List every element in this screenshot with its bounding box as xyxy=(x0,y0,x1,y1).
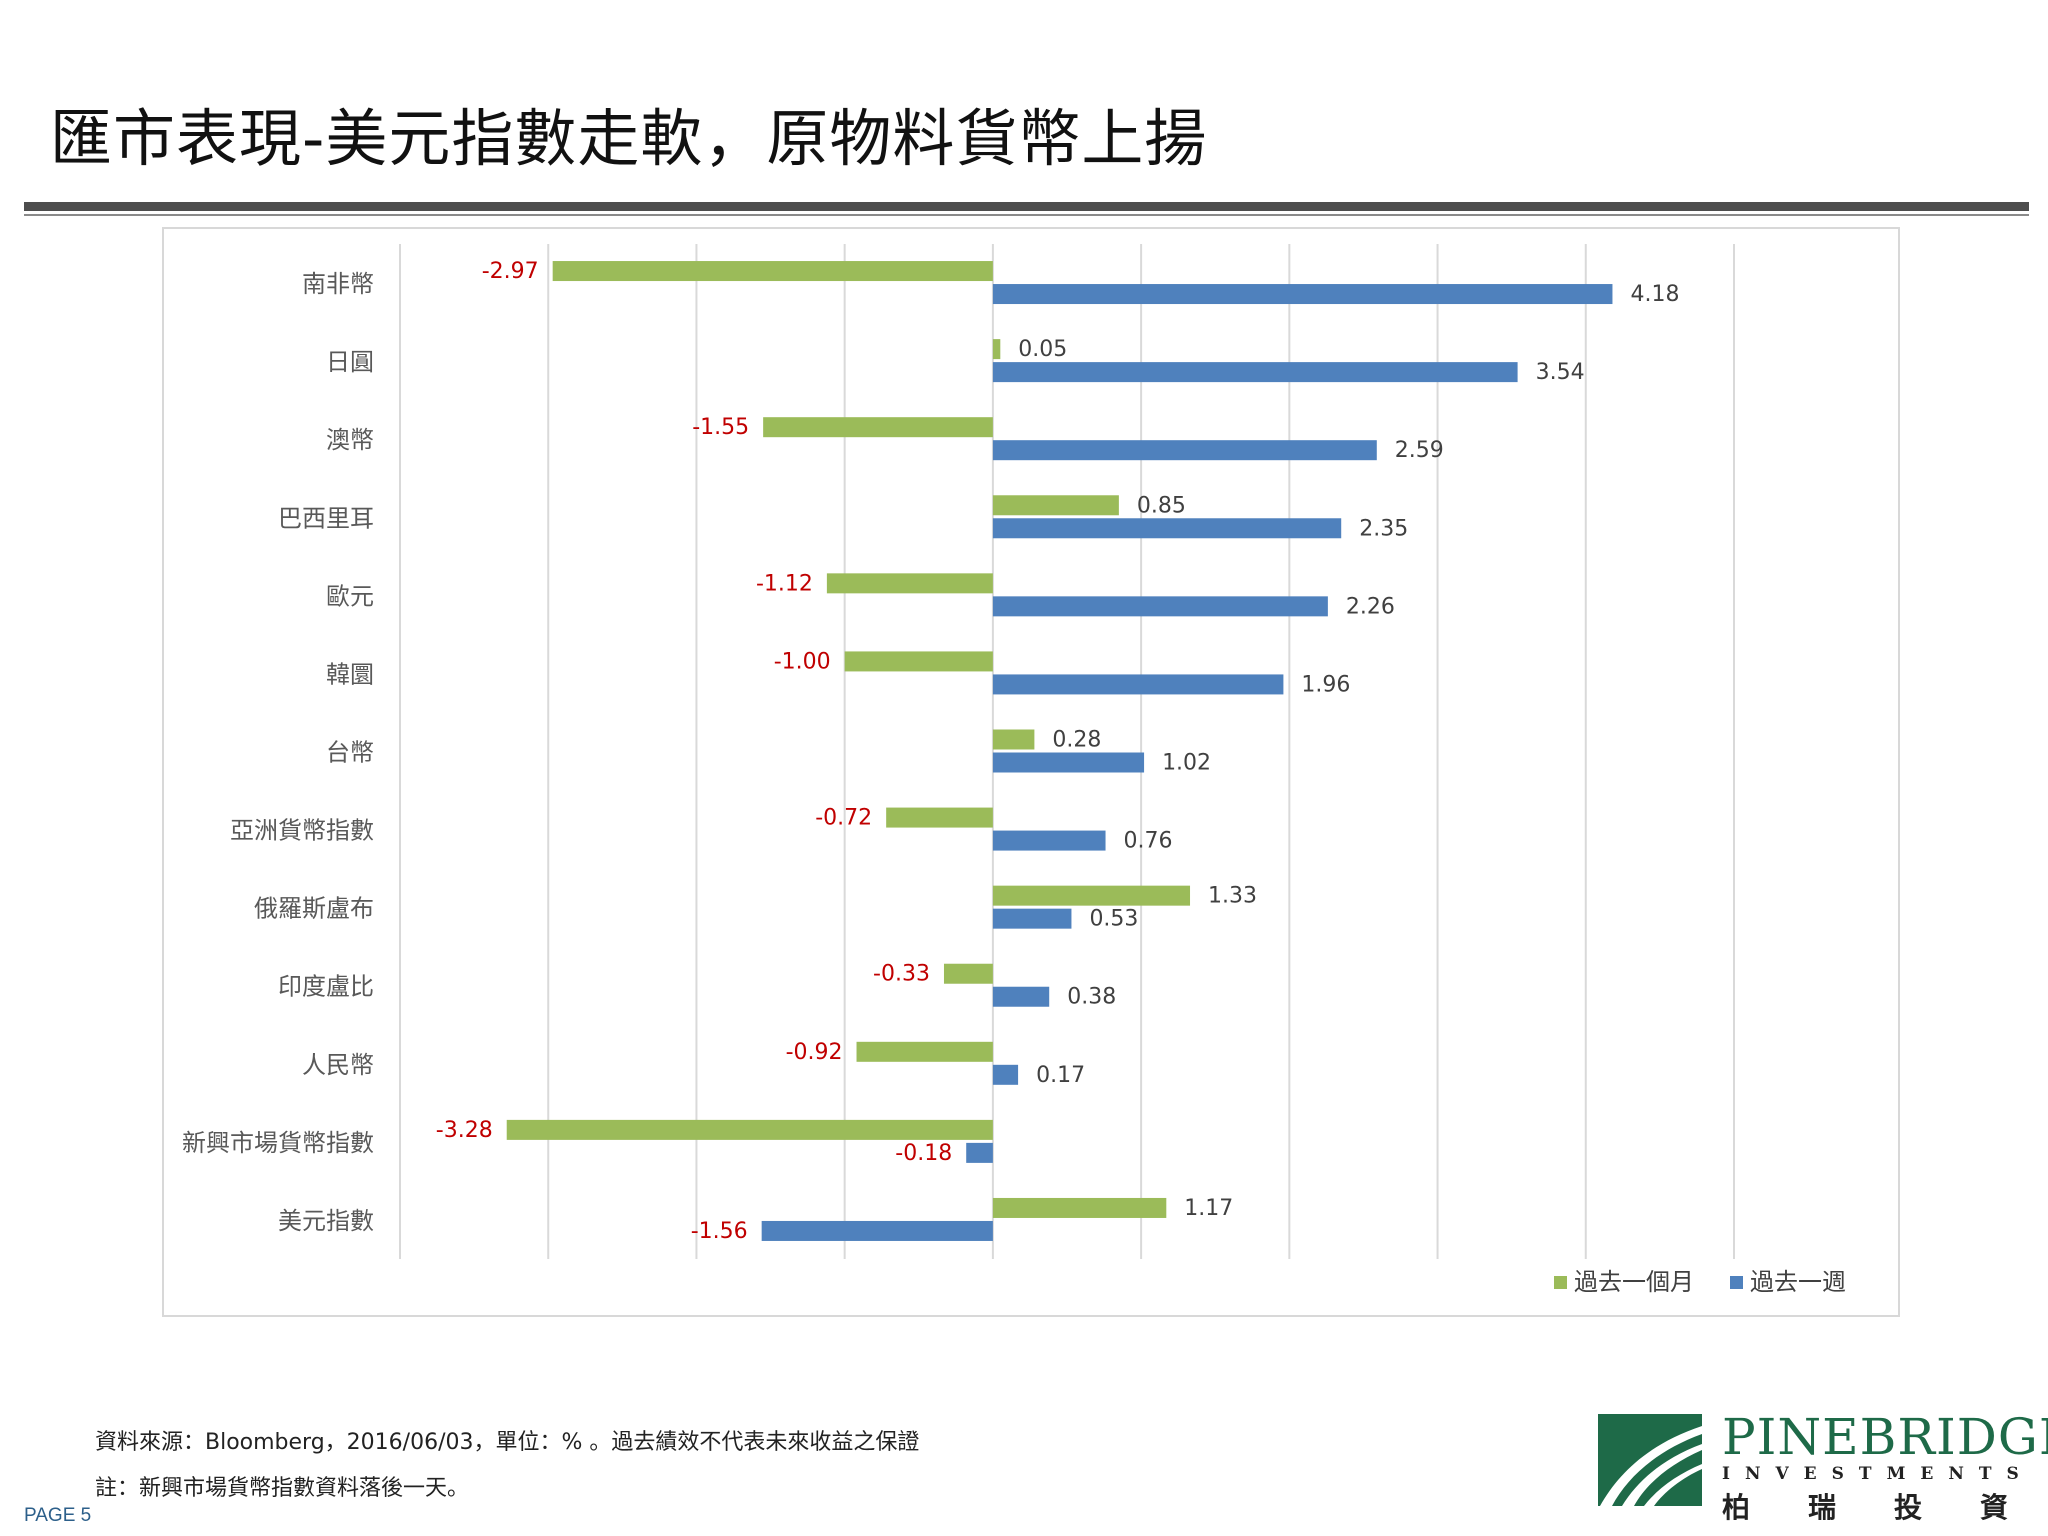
legend-label-month: 過去一個月 xyxy=(1574,1268,1694,1296)
data-label: -1.12 xyxy=(756,571,813,596)
logo-chinese-name: 柏瑞投資 xyxy=(1722,1491,2048,1524)
bar-week xyxy=(992,986,1050,1007)
data-label: -2.97 xyxy=(482,259,539,284)
data-label: 1.96 xyxy=(1301,672,1350,697)
chart-frame: 南非幣 -2.97 4.18 日圓 0.05 3.54 澳幣 -1.55 2.59 巴西里耳 0.8… xyxy=(162,227,1900,1317)
category-label: 新興市場貨幣指數 xyxy=(182,1129,374,1157)
category-label: 印度盧比 xyxy=(278,973,374,1001)
bar-month xyxy=(992,339,1001,360)
category-label: 日圓 xyxy=(326,348,374,376)
category-label: 韓圜 xyxy=(326,660,374,688)
bar-week xyxy=(992,362,1518,383)
data-label: 1.33 xyxy=(1208,884,1257,909)
data-label: 1.02 xyxy=(1162,751,1211,776)
bar-month xyxy=(992,495,1119,516)
pinebridge-logo-icon xyxy=(1598,1414,1702,1506)
title-divider-thin xyxy=(24,214,2029,216)
bar-month xyxy=(992,729,1035,750)
legend-label-week: 過去一週 xyxy=(1750,1268,1846,1296)
category-label: 俄羅斯盧布 xyxy=(254,895,374,923)
logo-subtitle: INVESTMENTS xyxy=(1722,1464,2034,1484)
data-label: 0.85 xyxy=(1137,493,1186,518)
bar-week xyxy=(761,1220,993,1241)
bar-week xyxy=(992,1064,1019,1085)
data-label: -0.18 xyxy=(895,1141,952,1166)
data-label: 0.76 xyxy=(1124,829,1173,854)
data-label: 0.05 xyxy=(1018,337,1067,362)
data-label: 0.17 xyxy=(1036,1063,1085,1088)
data-label: 2.26 xyxy=(1346,594,1395,619)
data-label: 1.17 xyxy=(1184,1196,1233,1221)
data-label: 2.59 xyxy=(1395,438,1444,463)
legend-swatch-week xyxy=(1730,1276,1743,1289)
category-label: 巴西里耳 xyxy=(278,504,374,532)
bar-week xyxy=(992,596,1328,617)
bar-month xyxy=(886,807,993,828)
company-logo: PINEBRIDGE INVESTMENTS 柏瑞投資 xyxy=(1598,1408,2048,1524)
bar-month xyxy=(992,885,1191,906)
bar-month xyxy=(763,417,993,438)
page-number: PAGE 5 xyxy=(24,1505,92,1526)
data-label: -1.00 xyxy=(774,649,831,674)
data-label: -0.72 xyxy=(815,806,872,831)
bar-week xyxy=(992,518,1342,539)
source-note: 資料來源：Bloomberg，2016/06/03，單位：% 。過去績效不代表未… xyxy=(95,1430,920,1455)
category-label: 歐元 xyxy=(326,582,374,610)
data-label: 4.18 xyxy=(1630,282,1679,307)
logo-name: PINEBRIDGE xyxy=(1722,1408,2048,1466)
bar-week xyxy=(966,1142,993,1163)
bar-week xyxy=(992,908,1072,929)
data-label: -0.92 xyxy=(786,1040,843,1065)
category-label: 南非幣 xyxy=(302,270,374,298)
bar-month xyxy=(856,1041,993,1062)
data-label: 0.53 xyxy=(1089,907,1138,932)
bar-chart: 南非幣 -2.97 4.18 日圓 0.05 3.54 澳幣 -1.55 2.59 巴西里耳 0.8… xyxy=(182,244,1846,1296)
data-label: -1.56 xyxy=(691,1219,748,1244)
category-label: 美元指數 xyxy=(278,1207,374,1235)
data-label: -3.28 xyxy=(436,1118,493,1143)
bar-month xyxy=(992,1197,1167,1218)
bar-month xyxy=(552,261,993,282)
data-label: -0.33 xyxy=(873,962,930,987)
bar-week xyxy=(992,284,1613,305)
data-label: 3.54 xyxy=(1536,360,1585,385)
bar-month xyxy=(943,963,993,984)
page-title: 匯市表現-美元指數走軟，原物料貨幣上揚 xyxy=(50,102,1208,175)
title-divider xyxy=(24,202,2029,211)
bar-week xyxy=(992,752,1145,773)
data-label: -1.55 xyxy=(692,415,749,440)
legend-swatch-month xyxy=(1554,1276,1567,1289)
bar-week xyxy=(992,830,1106,851)
category-label: 人民幣 xyxy=(302,1051,374,1079)
bar-week xyxy=(992,440,1377,461)
bar-week xyxy=(992,674,1284,695)
footnote: 註：新興市場貨幣指數資料落後一天。 xyxy=(95,1476,470,1501)
bar-month xyxy=(506,1119,993,1140)
data-label: 0.28 xyxy=(1052,728,1101,753)
category-label: 澳幣 xyxy=(326,426,374,454)
category-label: 台幣 xyxy=(326,739,374,767)
bar-month xyxy=(826,573,993,594)
data-label: 0.38 xyxy=(1067,985,1116,1010)
data-label: 2.35 xyxy=(1359,516,1408,541)
category-label: 亞洲貨幣指數 xyxy=(230,817,374,845)
bar-month xyxy=(844,651,993,672)
